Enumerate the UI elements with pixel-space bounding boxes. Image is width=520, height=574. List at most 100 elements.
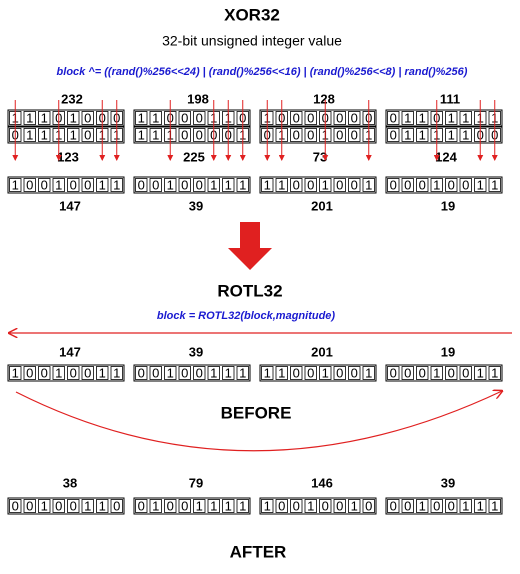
byte-box	[259, 126, 377, 144]
bit-cell	[110, 499, 123, 513]
bit: 0	[448, 498, 455, 513]
bit-cell	[445, 499, 458, 513]
bit-cell	[459, 111, 472, 125]
bit-cell	[304, 178, 317, 192]
bit: 1	[12, 365, 19, 380]
bit-cell	[135, 128, 148, 142]
bit-cell	[52, 499, 65, 513]
bit: 0	[152, 365, 159, 380]
bit: 1	[462, 127, 469, 142]
bit: 1	[307, 498, 314, 513]
bit-cell	[81, 128, 94, 142]
bit: 0	[390, 498, 397, 513]
bit-cell	[474, 366, 487, 380]
bit-cell	[333, 128, 346, 142]
bit: 1	[41, 110, 48, 125]
bit: 1	[138, 127, 145, 142]
bit-cell	[387, 111, 400, 125]
bit-cell	[236, 366, 249, 380]
byte-value: 225	[183, 149, 205, 164]
bit: 0	[293, 365, 300, 380]
bit-cell	[290, 128, 303, 142]
bit-cell	[149, 178, 162, 192]
byte-box	[7, 109, 125, 127]
byte-value: 232	[61, 91, 83, 106]
bit: 0	[181, 177, 188, 192]
bit: 0	[41, 365, 48, 380]
bit-cell	[67, 178, 80, 192]
bit-cell	[387, 178, 400, 192]
bit-cell	[207, 366, 220, 380]
bit-cell	[149, 499, 162, 513]
bit-cell	[304, 128, 317, 142]
bit-cell	[38, 366, 51, 380]
bit-cell	[319, 499, 332, 513]
bit-cell	[401, 178, 414, 192]
bit-cell	[110, 178, 123, 192]
bit: 1	[239, 177, 246, 192]
bit-cell	[445, 178, 458, 192]
bit: 0	[462, 177, 469, 192]
bit: 1	[225, 498, 232, 513]
before-label: BEFORE	[221, 403, 292, 422]
bit: 1	[138, 110, 145, 125]
byte-value: 111	[440, 91, 460, 106]
byte-box	[133, 497, 251, 515]
bit: 1	[55, 365, 62, 380]
bit: 0	[167, 498, 174, 513]
bit-cell	[178, 128, 191, 142]
bit-cell	[81, 366, 94, 380]
bit: 1	[167, 365, 174, 380]
bit: 0	[448, 177, 455, 192]
bit: 0	[419, 365, 426, 380]
bit-cell	[178, 499, 191, 513]
bit-cell	[348, 111, 361, 125]
bit-cell	[67, 128, 80, 142]
bit-cell	[290, 178, 303, 192]
bit: 1	[196, 498, 203, 513]
bit-cell	[149, 111, 162, 125]
bit-cell	[459, 366, 472, 380]
bit-cell	[445, 366, 458, 380]
bit-cell	[275, 499, 288, 513]
bit-cell	[416, 111, 429, 125]
bit: 1	[55, 177, 62, 192]
bit-cell	[96, 499, 109, 513]
bit-cell	[319, 178, 332, 192]
bit: 0	[336, 127, 343, 142]
bit: 0	[113, 498, 120, 513]
bit: 0	[322, 498, 329, 513]
byte-value: 39	[189, 198, 203, 213]
bit: 0	[404, 177, 411, 192]
byte-box	[259, 109, 377, 127]
bit: 1	[477, 365, 484, 380]
bit-cell	[23, 366, 36, 380]
bit-cell	[193, 499, 206, 513]
bit-cell	[96, 366, 109, 380]
bit-cell	[333, 366, 346, 380]
bit-cell	[236, 178, 249, 192]
byte-value: 19	[441, 344, 455, 359]
bit: 0	[307, 127, 314, 142]
byte-box	[259, 176, 377, 194]
bit: 1	[26, 127, 33, 142]
bit: 0	[307, 365, 314, 380]
byte-box	[385, 126, 503, 144]
bit-cell	[9, 366, 22, 380]
byte-value: 147	[59, 198, 81, 213]
bit: 0	[404, 365, 411, 380]
bit: 0	[293, 127, 300, 142]
bit-cell	[135, 111, 148, 125]
byte-value: 39	[189, 344, 203, 359]
bit: 1	[491, 177, 498, 192]
bit: 0	[419, 177, 426, 192]
byte-value: 128	[313, 91, 335, 106]
bit: 1	[225, 365, 232, 380]
bit-cell	[387, 366, 400, 380]
bit-cell	[9, 499, 22, 513]
bit: 1	[99, 365, 106, 380]
bit-cell	[38, 178, 51, 192]
bit-cell	[178, 178, 191, 192]
bit: 1	[152, 498, 159, 513]
